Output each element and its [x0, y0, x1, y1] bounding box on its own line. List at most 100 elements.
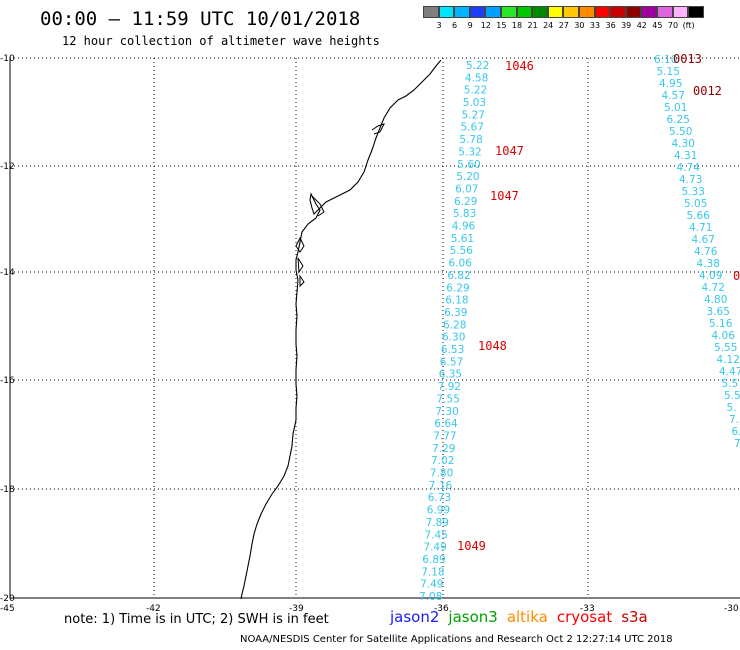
satellite-jason2: jason2: [390, 608, 440, 626]
legend-swatch: [438, 6, 455, 18]
wave-height-value: 5.78: [459, 134, 482, 146]
wave-height-value: 6.30: [442, 332, 465, 344]
wave-height-value: 4.71: [689, 222, 712, 234]
axis-labels: -10 -12 -14 -16 -18 -20 -45 -42 -39 -36 …: [0, 54, 739, 614]
lon-label: -30: [724, 604, 739, 614]
wave-height-value: 5.66: [687, 210, 711, 222]
legend-swatch: [594, 6, 611, 18]
wave-height-value: 6.39: [444, 307, 467, 319]
wave-height-value: 6.64: [434, 418, 458, 430]
wave-height-value: 5.56: [450, 245, 474, 257]
wave-height-value: 6.28: [443, 319, 466, 331]
color-legend: 3 6 9 12 15 18 21 24 27 30 33 36 39 42 45 70 (ft): [423, 6, 704, 30]
legend-swatch: [688, 6, 704, 18]
wave-height-value: 7.49: [420, 579, 443, 591]
wave-height-value: 5.61: [451, 233, 474, 245]
pass-time-label: 1047: [495, 144, 524, 158]
wave-height-value: 7.30: [435, 406, 458, 418]
pass-time-label: 1046: [505, 59, 534, 73]
legend-swatch: [563, 6, 579, 18]
legend-label: 33: [589, 21, 601, 30]
wave-height-value: 5.01: [664, 102, 687, 114]
legend-swatch: [500, 6, 517, 18]
wave-height-value: 4.74: [677, 162, 701, 174]
legend-label: 12: [480, 21, 491, 30]
legend-label: 45: [652, 21, 663, 30]
wave-height-value: 6.29: [446, 282, 469, 294]
pass-times: 1046 1047 1047 1048 1049 0013 0012 0: [457, 52, 740, 553]
wave-height-value: 6.18: [445, 295, 468, 307]
wave-height-value: 6.53: [441, 344, 464, 356]
wave-height-value: 5.16: [709, 318, 733, 330]
pass-time-label: 1047: [490, 189, 519, 203]
legend-label: 70: [667, 21, 679, 30]
legend-swatch: [532, 6, 548, 18]
legend-label: 39: [621, 21, 632, 30]
wave-height-value: 5.15: [657, 66, 680, 78]
wave-height-value: 6.57: [440, 356, 463, 368]
wave-height-value: 4.38: [697, 258, 720, 270]
wave-height-value: 5.67: [461, 122, 484, 134]
wave-height-value: 6.10: [654, 54, 677, 66]
wave-height-value: 5.50: [669, 126, 692, 138]
wave-height-value: 5.22: [466, 60, 489, 72]
footnote: note: 1) Time is in UTC; 2) SWH is in fe…: [64, 612, 329, 627]
legend-labels: 3 6 9 12 15 18 21 24 27 30 33 36 39 42 45 70 (ft): [423, 18, 704, 30]
satellite-s3a: s3a: [621, 608, 648, 626]
wave-height-value: 5.20: [456, 171, 479, 183]
legend-swatch: [610, 6, 626, 18]
wave-height-value: 7.: [734, 438, 740, 450]
lat-label: -10: [0, 54, 15, 64]
track-a-values: 5.224.585.225.035.275.675.785.325.605.20…: [419, 60, 489, 603]
wave-height-value: 4.31: [674, 150, 697, 162]
legend-swatch: [656, 6, 673, 18]
legend-label: 6: [452, 21, 458, 30]
wave-height-value: 7.08: [419, 591, 442, 603]
wave-height-value: 4.80: [704, 294, 727, 306]
wave-height-value: 7.02: [431, 455, 454, 467]
legend-label: 21: [527, 21, 538, 30]
lon-label: -39: [289, 604, 304, 614]
map-title: 00:00 – 11:59 UTC 10/01/2018: [40, 8, 361, 30]
lon-label: -42: [146, 604, 161, 614]
wave-height-value: 5.05: [684, 198, 707, 210]
coastline-detail: [295, 123, 385, 288]
credit-line: NOAA/NESDIS Center for Satellite Applica…: [240, 634, 673, 645]
wave-height-value: 7.77: [433, 431, 456, 443]
wave-height-value: 5.: [727, 402, 737, 414]
legend-label: 42: [636, 21, 647, 30]
wave-height-value: 6.: [732, 426, 740, 438]
wave-height-value: 6.06: [449, 258, 473, 270]
lat-label: -20: [0, 594, 15, 604]
lon-label: -45: [0, 604, 15, 614]
lat-label: -16: [0, 376, 15, 386]
wave-height-value: 4.73: [679, 174, 702, 186]
wave-height-value: 4.67: [692, 234, 715, 246]
wave-height-value: 7.16: [429, 480, 453, 492]
wave-height-value: 7.45: [425, 529, 448, 541]
wave-height-value: 4.95: [659, 78, 682, 90]
wave-height-value: 4.12: [717, 354, 740, 366]
pass-time-label: 0013: [673, 52, 702, 66]
legend-swatch: [547, 6, 564, 18]
wave-height-value: 4.96: [452, 221, 476, 233]
legend-swatch: [625, 6, 642, 18]
wave-height-value: 4.76: [694, 246, 718, 258]
wave-height-value: 7.29: [432, 443, 455, 455]
wave-height-value: 5.5: [722, 378, 739, 390]
legend-swatch: [469, 6, 486, 18]
legend-label: 30: [574, 21, 585, 30]
wave-height-value: 4.30: [672, 138, 695, 150]
wave-height-value: 5.22: [464, 85, 487, 97]
graticule: [10, 58, 740, 598]
wave-height-value: 5.27: [462, 109, 485, 121]
pass-time-label: 1048: [478, 339, 507, 353]
legend-label: 3: [436, 21, 442, 30]
legend-swatch: [672, 6, 689, 18]
legend-swatch: [516, 6, 533, 18]
wave-height-value: 3.65: [707, 306, 730, 318]
wave-height-value: 7.18: [421, 566, 444, 578]
pass-time-label: 1049: [457, 539, 486, 553]
wave-height-value: 7.49: [423, 542, 446, 554]
